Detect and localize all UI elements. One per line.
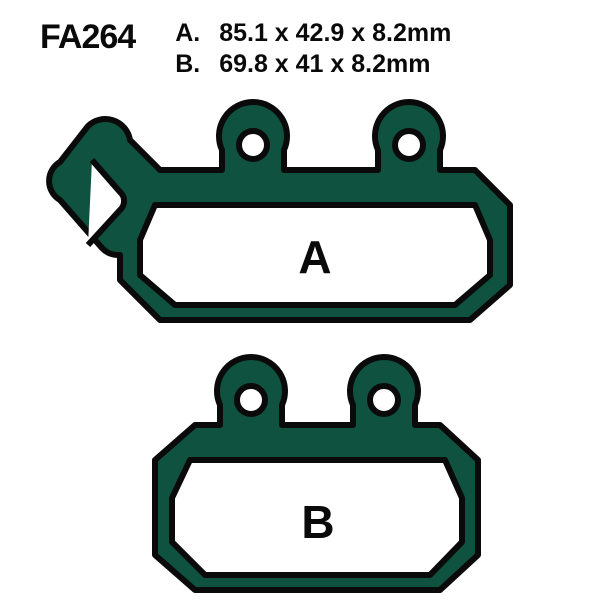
- pad-b-hole-left: [237, 386, 265, 414]
- dimension-row-a: A. 85.1 x 42.9 x 8.2mm: [175, 18, 451, 49]
- dim-val-a: 85.1 x 42.9 x 8.2mm: [219, 18, 451, 49]
- dimensions-block: A. 85.1 x 42.9 x 8.2mm B. 69.8 x 41 x 8.…: [175, 18, 451, 81]
- brake-pads-svg: A B: [0, 90, 600, 600]
- dim-val-b: 69.8 x 41 x 8.2mm: [219, 49, 430, 80]
- brake-pad-a: A: [49, 102, 510, 320]
- diagram-canvas: A B: [0, 90, 600, 600]
- dimension-row-b: B. 69.8 x 41 x 8.2mm: [175, 49, 451, 80]
- dim-key-a: A.: [175, 18, 209, 49]
- header: FA264 A. 85.1 x 42.9 x 8.2mm B. 69.8 x 4…: [40, 18, 451, 81]
- pad-a-label: A: [298, 231, 331, 283]
- pad-b-hole-right: [370, 386, 398, 414]
- pad-a-hole-left: [239, 131, 267, 159]
- pad-b-label: B: [301, 496, 334, 548]
- brake-pad-b: B: [155, 357, 478, 590]
- dim-key-b: B.: [175, 49, 209, 80]
- part-number: FA264: [40, 18, 135, 81]
- pad-a-hole-right: [395, 131, 423, 159]
